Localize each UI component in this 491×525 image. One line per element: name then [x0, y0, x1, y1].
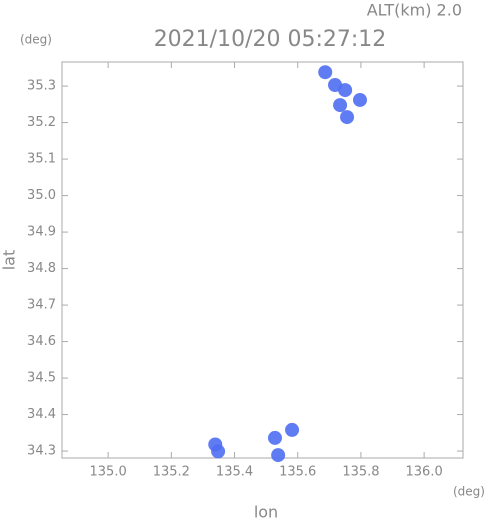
echo-point	[285, 422, 300, 437]
y-tick-label: 34.3	[27, 444, 56, 459]
echo-point	[271, 448, 286, 463]
y-tick-label: 34.4	[27, 407, 56, 422]
x-axis-label: lon	[254, 503, 278, 522]
x-tick-label: 136.0	[406, 465, 443, 480]
x-tick-label: 135.4	[216, 465, 253, 480]
y-tick-label: 35.0	[27, 188, 56, 203]
y-tick-label: 35.2	[27, 115, 56, 130]
x-tick-label: 135.6	[279, 465, 316, 480]
plot-frame	[61, 61, 464, 459]
altitude-label: ALT(km) 2.0	[367, 1, 462, 20]
y-unit: (deg)	[20, 33, 52, 47]
y-tick-label: 35.3	[27, 79, 56, 94]
echo-point	[338, 83, 353, 98]
echo-point	[352, 92, 367, 107]
y-axis-label: lat	[0, 250, 19, 271]
echo-point	[211, 444, 226, 459]
y-tick-label: 34.6	[27, 334, 56, 349]
x-tick-label: 135.0	[90, 465, 127, 480]
y-tick-label: 34.9	[27, 225, 56, 240]
y-tick-label: 34.5	[27, 371, 56, 386]
echo-point	[267, 430, 282, 445]
chart-title: 2021/10/20 05:27:12	[154, 27, 387, 52]
x-tick-label: 135.8	[342, 465, 379, 480]
echo-point	[318, 65, 333, 80]
y-tick-label: 34.7	[27, 298, 56, 313]
y-tick-label: 35.1	[27, 152, 56, 167]
echo-point	[333, 98, 348, 113]
echo-point	[340, 110, 355, 125]
y-tick-label: 34.8	[27, 261, 56, 276]
x-unit: (deg)	[453, 485, 485, 499]
x-tick-label: 135.2	[153, 465, 190, 480]
